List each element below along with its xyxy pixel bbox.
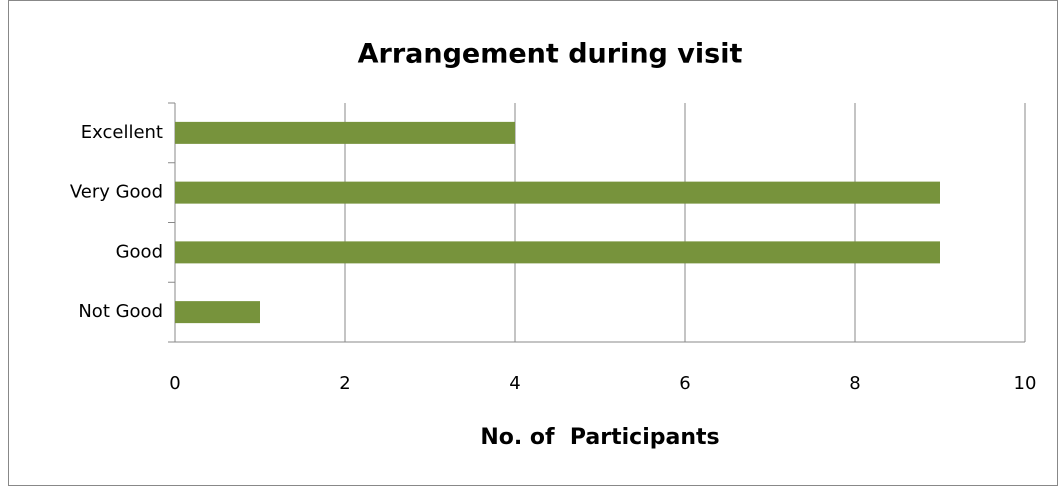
- bar: [175, 301, 260, 324]
- bar: [175, 181, 940, 204]
- x-tick-label: 0: [169, 373, 180, 394]
- y-tick-label: Good: [116, 241, 163, 262]
- bar: [175, 121, 515, 144]
- x-tick-label: 6: [679, 373, 690, 394]
- chart-title: Arrangement during visit: [358, 39, 743, 70]
- y-tick-label: Not Good: [78, 301, 163, 322]
- x-tick-label: 10: [1014, 373, 1037, 394]
- x-tick-label: 2: [339, 373, 350, 394]
- x-tick-label: 4: [509, 373, 520, 394]
- x-tick-label: 8: [849, 373, 860, 394]
- y-tick-label: Excellent: [81, 122, 163, 143]
- y-tick-label: Very Good: [70, 182, 163, 203]
- x-axis-label: No. of Participants: [480, 425, 719, 450]
- bar: [175, 241, 940, 264]
